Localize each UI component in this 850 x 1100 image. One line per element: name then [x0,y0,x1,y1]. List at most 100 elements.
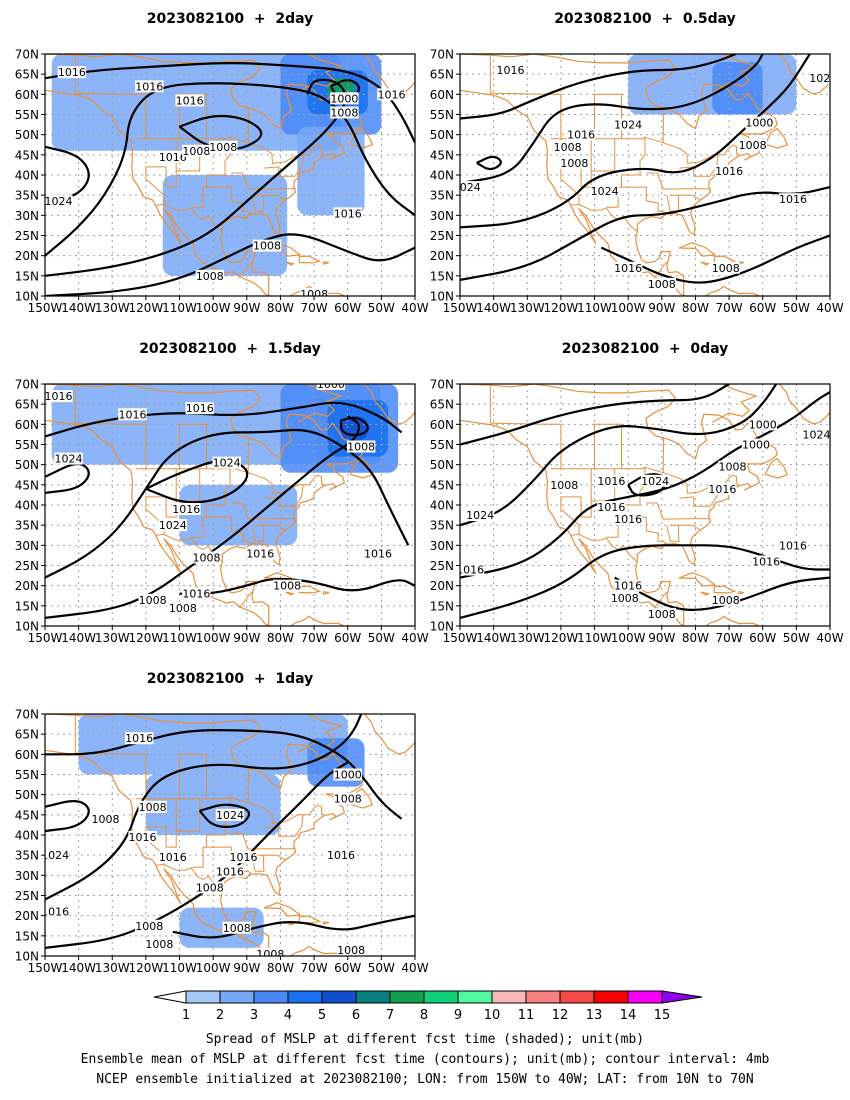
state-border [179,423,207,469]
contour-label: 1024 [213,457,241,470]
state-border [490,92,562,139]
x-tick-label: 130W [510,301,545,315]
contour-label-bg [195,269,225,282]
state-border [251,525,265,542]
coastline [737,591,745,595]
contour-label: 1016 [159,851,187,864]
isobar-contour [45,401,403,438]
contour-label: 1024 [55,453,83,466]
coastline [322,591,330,595]
contour-label: 1000 [745,117,773,130]
x-tick-label: 90W [233,301,260,315]
contour-label-bg [330,106,359,119]
coastline [460,419,686,626]
colorbar-swatch [253,990,289,1004]
colorbar-label: 14 [620,1008,637,1023]
coastline [713,585,737,594]
contour-label: 1016 [708,483,736,496]
y-tick-label: 70N [15,708,39,722]
contour-label: 1000 [330,92,358,105]
x-tick-label: 90W [233,631,260,645]
y-tick-label: 55N [15,438,39,452]
contour-label: 1016 [334,207,362,220]
colorbar-swatch [321,990,357,1004]
contour-label: 1000 [334,769,362,782]
y-tick-label: 10N [430,620,454,634]
contour-label-bg [182,144,211,157]
contour-label: 1016 [135,80,163,93]
isobar-contour [45,463,90,494]
contour-label: 1008 [334,793,362,806]
x-tick-label: 90W [648,631,675,645]
contour-label-bg [560,156,589,169]
contour-label-bg [45,849,70,862]
x-tick-label: 100W [196,961,231,975]
contour-label: 1016 [496,64,524,77]
contour-label: 1008 [139,801,167,814]
colorbar-swatch [389,990,425,1004]
x-tick-label: 110W [162,301,197,315]
coastline [45,419,271,626]
state-border [679,484,719,507]
x-tick-label: 90W [233,961,260,975]
map-panel-2: 1016 1016 1016 1000 1008 1024 1024 1016 1024 1008… [15,378,429,646]
y-tick-label: 70N [430,48,454,62]
state-border [646,172,711,190]
x-tick-label: 80W [267,961,294,975]
x-tick-label: 70W [301,961,328,975]
contour-label: 1016 [125,732,153,745]
x-tick-label: 60W [334,301,361,315]
y-tick-label: 30N [15,209,39,223]
colorbar-swatch [559,990,595,1004]
state-border [254,194,286,201]
contour-label-bg [613,118,643,131]
spread-shade [162,175,288,276]
x-tick-label: 90W [648,301,675,315]
contour-label: 1016 [597,475,625,488]
caption-mean: Ensemble mean of MSLP at different fcst … [80,1052,770,1067]
contour-label-bg [809,72,830,85]
coastline [700,261,710,266]
state-border [231,502,296,520]
y-tick-label: 60N [15,88,39,102]
isobar-contour [45,714,363,901]
contour-label-bg [566,128,596,141]
y-tick-label: 60N [430,418,454,432]
contour-label: 1016 [229,851,257,864]
caption-init: NCEP ensemble initialized at 2023082100;… [96,1072,754,1087]
state-border [490,422,562,469]
state-border [594,423,622,469]
contour-label: 1016 [172,503,200,516]
y-tick-label: 45N [15,478,39,492]
x-tick-label: 140W [61,961,96,975]
contour-label-bg [192,551,221,564]
map-panels: 1016 1016 1016 1000 1008 1016 1008 1008 1024 1016… [15,48,844,976]
contour-label: 1016 [779,193,807,206]
x-tick-label: 40W [401,631,428,645]
state-border [135,136,325,164]
contour-label-bg [778,193,808,206]
colorbar-label: 11 [518,1008,535,1023]
x-tick-label: 140W [61,631,96,645]
y-tick-label: 60N [15,418,39,432]
y-tick-label: 40N [430,499,454,513]
contour-label-bg [711,593,740,606]
contour-label: 1008 [712,594,740,607]
state-border [570,533,638,563]
y-tick-label: 45N [430,478,454,492]
state-border [75,752,147,799]
y-tick-label: 25N [15,889,39,903]
coastline [285,591,295,596]
y-tick-label: 40N [15,169,39,183]
contour-label-bg [597,474,626,487]
contour-label: 1008 [648,608,676,621]
contour-label-bg [708,482,737,495]
contour-label-bg [550,478,579,491]
state-border [550,466,740,494]
contour-label-bg [212,456,241,469]
contour-label-bg [215,808,245,821]
contour-label-bg [256,947,285,956]
x-tick-label: 70W [301,301,328,315]
contour-label-bg [333,768,362,781]
